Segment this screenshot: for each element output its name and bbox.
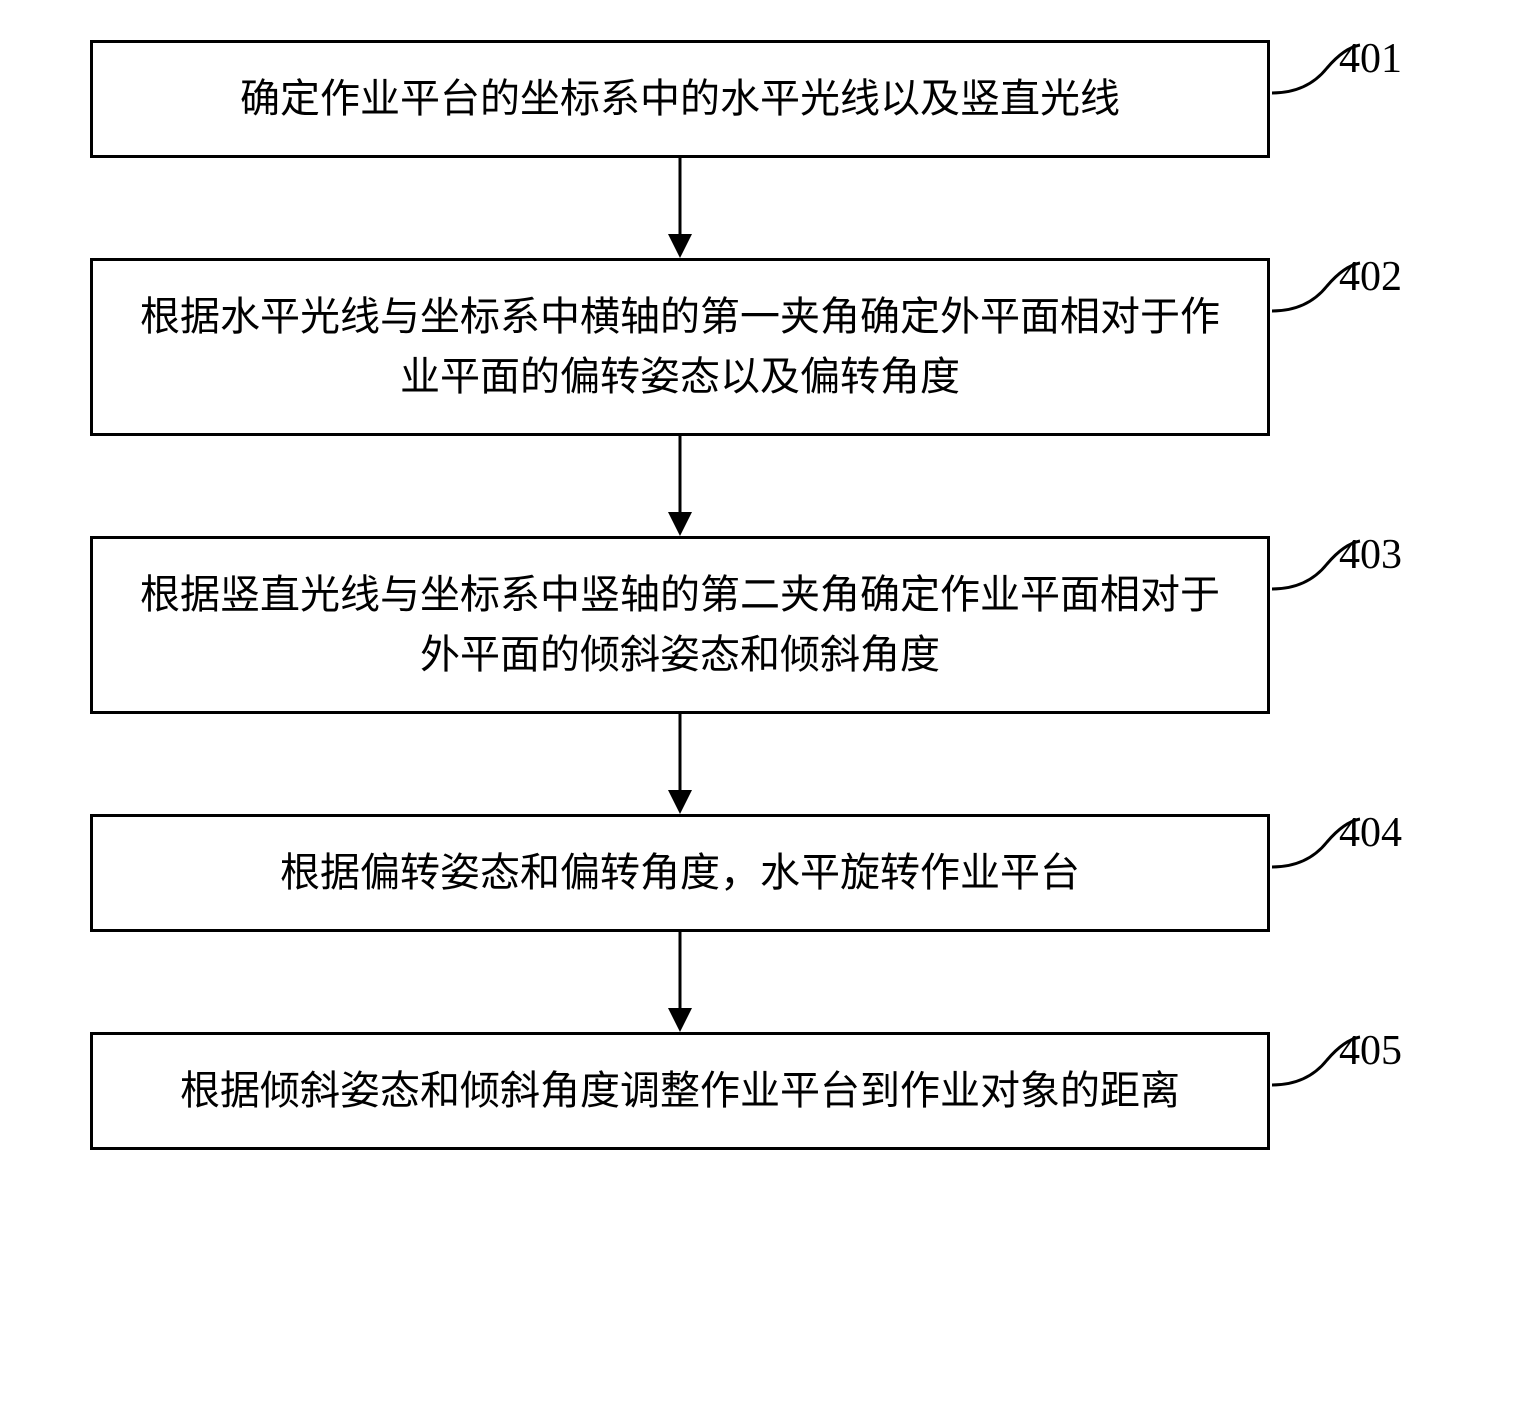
step-text: 确定作业平台的坐标系中的水平光线以及竖直光线: [240, 69, 1120, 129]
flowchart-container: 确定作业平台的坐标系中的水平光线以及竖直光线 401 根据水平光线与坐标系中横轴…: [90, 40, 1440, 1150]
step-box-405: 根据倾斜姿态和倾斜角度调整作业平台到作业对象的距离 405: [90, 1032, 1270, 1150]
step-box-403: 根据竖直光线与坐标系中竖轴的第二夹角确定作业平面相对于外平面的倾斜姿态和倾斜角度…: [90, 536, 1270, 714]
arrow-down-icon: [660, 714, 700, 814]
arrow-down-icon: [660, 158, 700, 258]
arrow-connector: [90, 714, 1270, 814]
step-label: 402: [1339, 246, 1402, 309]
step-label: 405: [1339, 1020, 1402, 1083]
step-box-404: 根据偏转姿态和偏转角度，水平旋转作业平台 404: [90, 814, 1270, 932]
step-label: 401: [1339, 28, 1402, 91]
arrow-down-icon: [660, 436, 700, 536]
step-label: 403: [1339, 524, 1402, 587]
step-text: 根据竖直光线与坐标系中竖轴的第二夹角确定作业平面相对于外平面的倾斜姿态和倾斜角度: [133, 565, 1227, 685]
step-text: 根据偏转姿态和偏转角度，水平旋转作业平台: [280, 843, 1080, 903]
step-text: 根据倾斜姿态和倾斜角度调整作业平台到作业对象的距离: [180, 1061, 1180, 1121]
step-label: 404: [1339, 802, 1402, 865]
step-text: 根据水平光线与坐标系中横轴的第一夹角确定外平面相对于作业平面的偏转姿态以及偏转角…: [133, 287, 1227, 407]
step-box-402: 根据水平光线与坐标系中横轴的第一夹角确定外平面相对于作业平面的偏转姿态以及偏转角…: [90, 258, 1270, 436]
arrow-down-icon: [660, 932, 700, 1032]
arrow-connector: [90, 436, 1270, 536]
arrow-connector: [90, 932, 1270, 1032]
arrow-connector: [90, 158, 1270, 258]
step-box-401: 确定作业平台的坐标系中的水平光线以及竖直光线 401: [90, 40, 1270, 158]
